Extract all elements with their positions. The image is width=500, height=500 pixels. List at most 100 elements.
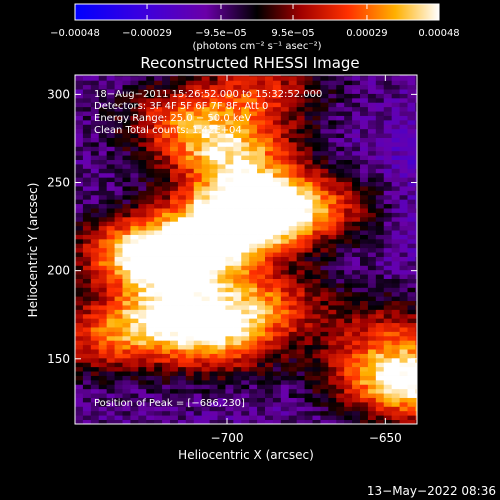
heatmap-cell bbox=[98, 419, 108, 424]
heatmap-cell bbox=[138, 164, 147, 169]
heatmap-cell bbox=[272, 75, 282, 77]
heatmap-cell bbox=[304, 115, 313, 121]
heatmap-cell bbox=[106, 216, 115, 222]
heatmap-cell bbox=[114, 124, 123, 130]
heatmap-cell bbox=[122, 256, 131, 262]
heatmap-cell bbox=[233, 181, 242, 187]
heatmap-cell bbox=[209, 340, 218, 346]
heatmap-cell bbox=[106, 260, 115, 266]
heatmap-cell bbox=[106, 172, 115, 178]
heatmap-cell bbox=[82, 181, 92, 187]
heatmap-cell bbox=[320, 186, 329, 191]
heatmap-cell bbox=[170, 318, 179, 324]
heatmap-cell bbox=[162, 371, 171, 376]
heatmap-cell bbox=[257, 137, 266, 143]
heatmap-cell bbox=[344, 419, 353, 424]
heatmap-cell bbox=[415, 331, 417, 337]
heatmap-cell bbox=[328, 106, 337, 112]
heatmap-cell bbox=[146, 208, 155, 213]
heatmap-cell bbox=[241, 221, 250, 227]
heatmap-cell bbox=[320, 208, 329, 213]
heatmap-cell bbox=[399, 203, 408, 209]
heatmap-cell bbox=[257, 375, 266, 381]
heatmap-cell bbox=[375, 401, 385, 407]
heatmap-cell bbox=[336, 247, 345, 253]
heatmap-cell bbox=[90, 393, 100, 398]
heatmap-cell bbox=[352, 397, 361, 403]
heatmap-cell bbox=[280, 415, 290, 420]
heatmap-cell bbox=[177, 287, 187, 293]
heatmap-cell bbox=[336, 401, 345, 407]
heatmap-cell bbox=[399, 282, 408, 288]
heatmap-cell bbox=[344, 155, 353, 161]
heatmap-cell bbox=[288, 124, 298, 130]
heatmap-cell bbox=[146, 230, 155, 235]
heatmap-cell bbox=[407, 252, 416, 257]
heatmap-cell bbox=[265, 296, 274, 302]
heatmap-cell bbox=[217, 159, 226, 165]
heatmap-cell bbox=[106, 150, 115, 156]
heatmap-cell bbox=[138, 177, 147, 183]
heatmap-cell bbox=[193, 221, 203, 227]
heatmap-cell bbox=[154, 128, 163, 134]
heatmap-cell bbox=[391, 89, 400, 94]
heatmap-cell bbox=[280, 384, 290, 390]
heatmap-cell bbox=[217, 388, 226, 394]
heatmap-cell bbox=[98, 230, 108, 235]
heatmap-cell bbox=[407, 80, 416, 86]
heatmap-cell bbox=[177, 190, 187, 196]
heatmap-cell bbox=[122, 155, 131, 161]
heatmap-cell bbox=[75, 97, 84, 103]
heatmap-cell bbox=[375, 115, 385, 121]
heatmap-cell bbox=[320, 141, 329, 147]
heatmap-cell bbox=[209, 379, 218, 385]
heatmap-cell bbox=[177, 137, 187, 143]
heatmap-cell bbox=[367, 97, 377, 103]
heatmap-cell bbox=[185, 80, 195, 86]
heatmap-cell bbox=[288, 141, 298, 147]
heatmap-cell bbox=[328, 388, 337, 394]
heatmap-cell bbox=[312, 353, 321, 359]
colorbar: −0.00048 −0.00029 −9.5e−05 9.5e−05 0.00029 0.… bbox=[50, 3, 460, 52]
heatmap-cell bbox=[225, 80, 234, 86]
heatmap-cell bbox=[82, 190, 92, 196]
heatmap-cell bbox=[272, 353, 282, 359]
heatmap-cell bbox=[98, 102, 108, 108]
heatmap-cell bbox=[106, 335, 115, 341]
heatmap-cell bbox=[367, 141, 377, 147]
heatmap-cell bbox=[304, 318, 313, 324]
heatmap-cell bbox=[154, 344, 163, 350]
heatmap-cell bbox=[154, 199, 163, 205]
heatmap-cell bbox=[415, 212, 417, 218]
heatmap-cell bbox=[367, 313, 377, 319]
heatmap-cell bbox=[209, 89, 218, 94]
heatmap-cell bbox=[98, 80, 108, 86]
heatmap-cell bbox=[90, 124, 100, 130]
heatmap-cell bbox=[320, 296, 329, 302]
plot-area bbox=[75, 75, 417, 424]
heatmap-cell bbox=[233, 371, 242, 376]
heatmap-cell bbox=[336, 243, 345, 249]
heatmap-cell bbox=[352, 181, 361, 187]
heatmap-cell bbox=[241, 379, 250, 385]
heatmap-cell bbox=[249, 274, 258, 279]
heatmap-cell bbox=[170, 238, 179, 244]
heatmap-cell bbox=[391, 278, 400, 284]
heatmap-cell bbox=[233, 119, 242, 125]
heatmap-cell bbox=[352, 252, 361, 257]
heatmap-cell bbox=[296, 349, 305, 354]
heatmap-cell bbox=[344, 252, 353, 257]
heatmap-cell bbox=[312, 199, 321, 205]
heatmap-cell bbox=[90, 287, 100, 293]
heatmap-cell bbox=[162, 172, 171, 178]
heatmap-cell bbox=[415, 287, 417, 293]
heatmap-cell bbox=[375, 265, 385, 271]
heatmap-cell bbox=[399, 331, 408, 337]
heatmap-cell bbox=[114, 216, 123, 222]
heatmap-cell bbox=[312, 75, 321, 81]
heatmap-cell bbox=[391, 274, 400, 279]
heatmap-cell bbox=[296, 111, 305, 116]
heatmap-cell bbox=[399, 194, 408, 200]
heatmap-cell bbox=[106, 106, 115, 112]
heatmap-cell bbox=[312, 375, 321, 381]
